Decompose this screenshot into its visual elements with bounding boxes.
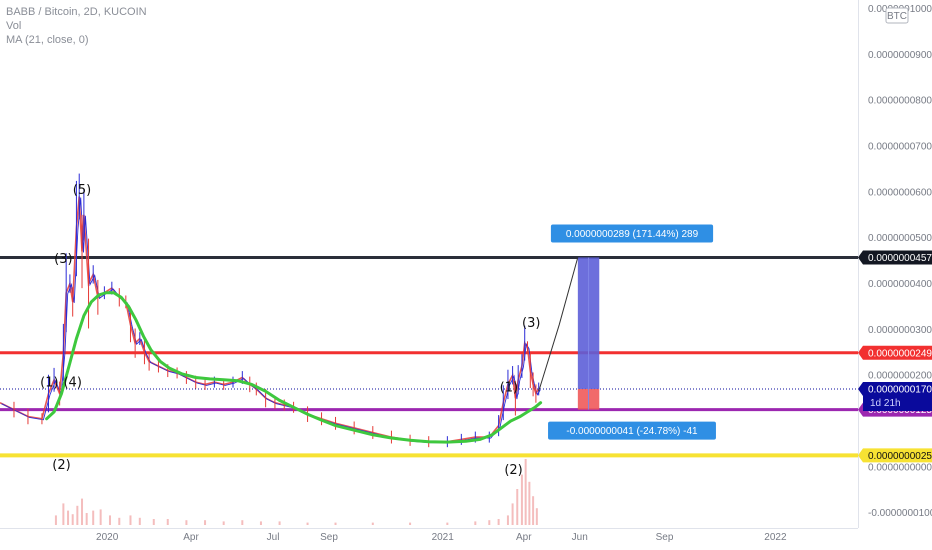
volume-bar [152,519,155,525]
volume-bar [241,520,244,525]
volume-bar [528,481,531,525]
volume-bar [409,522,412,525]
volume-bar [54,515,57,525]
level-price-tag[interactable] [858,250,932,265]
price-axis-tick: 0.0000000900 [868,50,932,61]
volume-bar [129,515,132,525]
volume-bar [497,519,500,525]
volume-bar [474,521,477,525]
position-profit-label: 0.0000000289 (171.44%) 289 [566,229,699,240]
elliott-wave-label[interactable]: (2) [52,458,70,473]
volume-bar [535,508,538,525]
currency-badge[interactable] [885,7,909,24]
volume-bar [99,509,102,525]
position-loss-label-box[interactable] [548,421,716,440]
level-price-tag[interactable] [858,448,932,463]
elliott-wave-label[interactable]: (3) [54,252,72,267]
volume-bar [306,522,309,525]
price-axis-tick: 0.0000000200 [868,371,932,382]
volume-bar [92,510,95,525]
volume-bar [71,514,74,525]
volume-bar [67,510,70,525]
volume-bar [62,503,65,525]
time-axis-tick: Apr [183,532,199,543]
time-axis-tick: Jun [572,532,588,543]
elliott-wave-label[interactable]: (1) [40,376,58,391]
legend-volume[interactable]: Vol [6,20,22,32]
elliott-wave-label[interactable]: (1) [500,380,518,395]
time-axis-tick: Sep [656,532,674,543]
volume-bar [81,498,84,525]
currency-badge-label: BTC [887,11,907,22]
volume-bar [520,474,523,525]
level-price-tag-label: 0.0000000249 [868,348,932,359]
legend-symbol[interactable]: BABB / Bitcoin, 2D, KUCOIN [6,6,147,18]
price-axis-tick: 0.0000000400 [868,279,932,290]
bar-countdown-label: 1d 21h [870,398,901,409]
volume-bar [446,522,449,525]
volume-bar [76,505,79,525]
elliott-wave-label[interactable]: (4) [63,376,81,391]
elliott-wave-label[interactable]: (3) [522,316,540,331]
volume-bar [204,520,207,525]
volume-bar [371,522,374,525]
price-axis-tick: 0.0000000500 [868,233,932,244]
volume-bar [259,521,262,525]
time-axis-tick: Sep [320,532,338,543]
price-series-line [1,197,541,444]
volume-bar [222,521,225,525]
volume-bar [118,517,121,525]
time-axis-tick: 2021 [432,532,455,543]
price-series-line[interactable] [0,196,540,443]
volume-bar [185,520,188,525]
volume-bar [532,496,535,525]
price-axis-tick: 0.0000000800 [868,96,932,107]
volume-bar [516,489,519,525]
level-price-tag-label: 0.0000000457 [868,253,932,264]
volume-bar [511,503,514,525]
legend: BABB / Bitcoin, 2D, KUCOIN Vol MA (21, c… [6,5,147,47]
volume-bar [524,459,527,525]
level-price-tag[interactable] [858,345,932,360]
volume-bar [278,521,281,525]
legend-moving-average[interactable]: MA (21, close, 0) [6,34,89,46]
elliott-wave-label[interactable]: (5) [73,183,91,198]
elliott-wave-label[interactable]: (2) [504,463,522,478]
volume-bar [138,517,141,525]
price-axis-tick: 0.0000000600 [868,187,932,198]
time-axis-tick: Apr [516,532,532,543]
volume-bar [506,515,509,525]
volume-bar [334,522,337,525]
position-loss-label: -0.0000000041 (-24.78%) -41 [566,426,698,437]
level-price-tag-label: 0.0000000025 [868,451,932,462]
moving-average-line[interactable] [45,291,543,444]
volume-bar [166,519,169,525]
volume-bar [108,515,111,525]
price-axis-tick: -0.0000000100 [868,508,932,519]
time-axis-tick: 2022 [764,532,787,543]
position-profit-label-box[interactable] [550,224,714,243]
time-axis-tick: 2020 [96,532,119,543]
projection-line[interactable] [538,257,579,392]
price-axis-tick: 0.0000000300 [868,325,932,336]
price-axis-tick: 0.0000000700 [868,142,932,153]
price-axis-tick: 0.0000000000 [868,462,932,473]
last-price-tag[interactable] [858,381,932,411]
last-price-tag-label: 0.0000000170 [868,384,932,395]
time-axis-tick: Jul [267,532,280,543]
volume-bar [85,513,88,525]
volume-bar [488,520,491,525]
